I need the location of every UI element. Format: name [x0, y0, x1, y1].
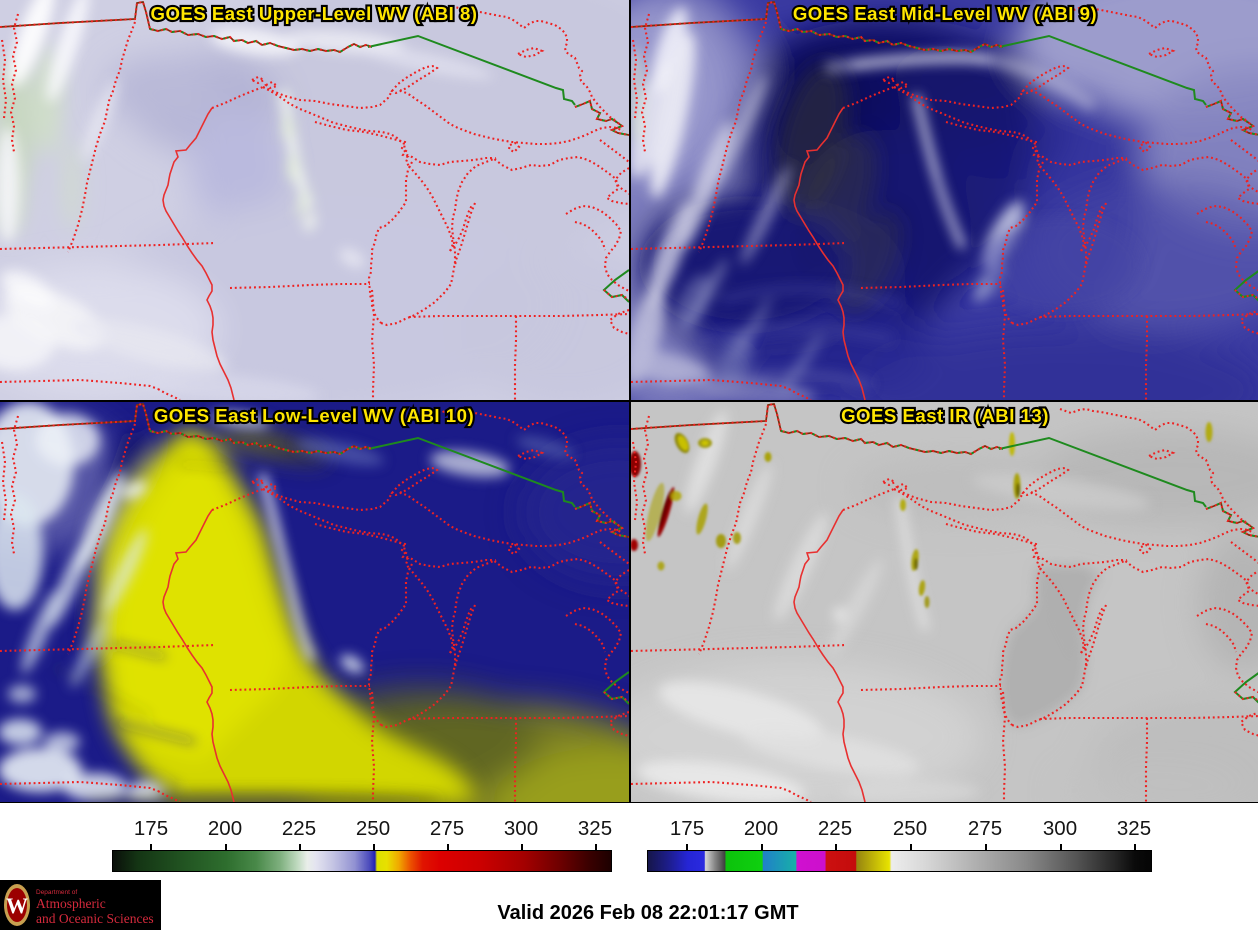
svg-text:GOES East IR (ABI 13): GOES East IR (ABI 13) — [841, 405, 1049, 426]
svg-text:and Oceanic Sciences: and Oceanic Sciences — [36, 911, 154, 926]
svg-text:GOES East Mid-Level WV (ABI 9): GOES East Mid-Level WV (ABI 9) — [793, 3, 1097, 24]
svg-text:GOES East Upper-Level WV (ABI: GOES East Upper-Level WV (ABI 8) — [151, 3, 478, 24]
svg-text:GOES East Low-Level WV (ABI 10: GOES East Low-Level WV (ABI 10) — [154, 405, 474, 426]
svg-text:Department of: Department of — [36, 889, 77, 896]
svg-text:W: W — [6, 893, 28, 918]
svg-text:Atmospheric: Atmospheric — [36, 896, 106, 911]
